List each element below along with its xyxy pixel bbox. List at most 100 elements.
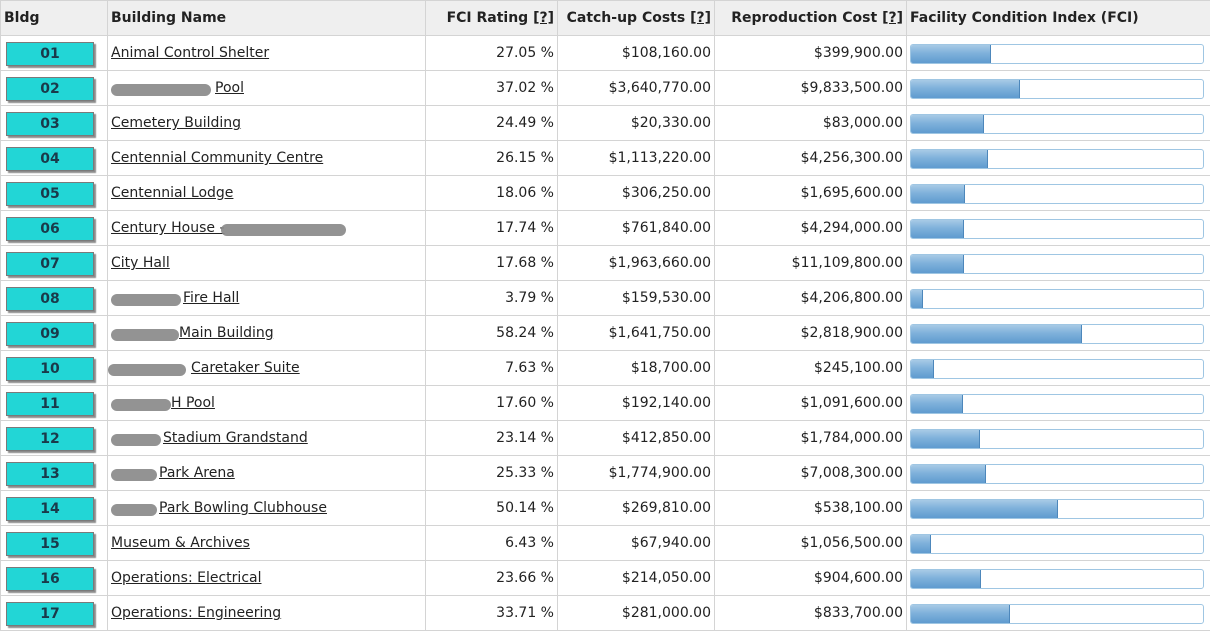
building-name-cell: Park Bowling Clubhouse [107,490,426,526]
bldg-number-button[interactable]: 15 [6,531,94,556]
fci-rating-value: 17.68 % [496,255,554,271]
bldg-cell: 05 [0,175,108,211]
catchup-cost-value: $20,330.00 [630,115,711,131]
fci-rating-cell: 18.06 % [425,175,558,211]
building-name-link[interactable]: Centennial Community Centre [111,150,324,166]
building-name-link[interactable]: Stadium Grandstand [163,430,308,446]
bldg-number-button[interactable]: 11 [6,391,94,416]
reproduction-cost-value: $4,294,000.00 [800,220,903,236]
catchup-cost-cell: $1,641,750.00 [557,315,715,351]
building-name-link[interactable]: Operations: Engineering [111,605,282,621]
fci-bar-cell [906,210,1210,246]
catchup-cost-value: $412,850.00 [621,430,711,446]
fci-bar-cell [906,315,1210,351]
reproduction-cost-cell: $245,100.00 [714,350,907,386]
fci-rating-cell: 17.68 % [425,245,558,281]
col-header-fci-index: Facility Condition Index (FCI) [906,0,1210,36]
col-header-bldg: Bldg [0,0,108,36]
building-name-link[interactable]: Park Arena [159,465,235,481]
bldg-number-button[interactable]: 05 [6,181,94,206]
catchup-cost-value: $67,940.00 [630,535,711,551]
reproduction-cost-help-link[interactable]: [?] [882,10,903,26]
fci-progress-bar [910,218,1204,239]
bldg-cell: 07 [0,245,108,281]
bldg-number-button[interactable]: 04 [6,146,94,171]
fci-rating-value: 25.33 % [496,465,554,481]
bldg-number-button[interactable]: 13 [6,461,94,486]
fci-progress-fill [911,359,935,378]
building-name-wrap: City Hall [111,255,170,271]
building-name-link[interactable]: Cemetery Building [111,115,242,131]
catchup-cost-cell: $192,140.00 [557,385,715,421]
building-name-cell: Centennial Community Centre [107,140,426,176]
bldg-number-button[interactable]: 02 [6,76,94,101]
building-name-link[interactable]: Animal Control Shelter [111,45,270,61]
fci-progress-fill [911,499,1059,518]
fci-rating-help-link[interactable]: [?] [533,10,554,26]
fci-bar-cell [906,175,1210,211]
building-name-wrap: Pool [111,80,244,96]
reproduction-cost-value: $904,600.00 [813,570,903,586]
fci-progress-fill [911,429,980,448]
building-name-link[interactable]: Fire Hall [183,290,240,306]
bldg-number-button[interactable]: 01 [6,41,94,66]
table-row: 12 Stadium Grandstand 23.14 % $412,850.00 $1… [0,420,1210,456]
building-name-link[interactable]: Pool [215,80,244,96]
bldg-number-button[interactable]: 12 [6,426,94,451]
building-name-link[interactable]: Century House - [111,220,225,236]
catchup-cost-cell: $761,840.00 [557,210,715,246]
building-name-wrap: H Pool [111,395,215,411]
building-name-wrap: Operations: Electrical [111,570,261,586]
reproduction-cost-cell: $1,784,000.00 [714,420,907,456]
fci-progress-bar [910,498,1204,519]
building-name-link[interactable]: Operations: Electrical [111,570,262,586]
fci-rating-cell: 50.14 % [425,490,558,526]
bldg-number-button[interactable]: 07 [6,251,94,276]
building-name-link[interactable]: City Hall [111,255,170,271]
table-row: 01 Animal Control Shelter 27.05 % $108,160.… [0,35,1210,71]
building-name-link[interactable]: Caretaker Suite [191,360,300,376]
fci-progress-fill [911,149,989,168]
bldg-number-button[interactable]: 08 [6,286,94,311]
fci-bar-cell [906,420,1210,456]
fci-bar-cell [906,350,1210,386]
catchup-costs-help-link[interactable]: [?] [690,10,711,26]
table-row: 03 Cemetery Building 24.49 % $20,330.00 $83,… [0,105,1210,141]
table-row: 08 Fire Hall 3.79 % $159,530.00 $4,206,800.0… [0,280,1210,316]
fci-progress-bar [910,603,1204,624]
building-name-cell: Main Building [107,315,426,351]
building-name-cell: Park Arena [107,455,426,491]
fci-progress-bar [910,253,1204,274]
building-name-wrap: Caretaker Suite [108,360,300,376]
table-row: 04 Centennial Community Centre 26.15 % $1,1… [0,140,1210,176]
bldg-number-button[interactable]: 17 [6,601,94,626]
bldg-cell: 16 [0,560,108,596]
building-name-wrap: Museum & Archives [111,535,250,551]
bldg-number-button[interactable]: 10 [6,356,94,381]
bldg-number-button[interactable]: 16 [6,566,94,591]
building-name-link[interactable]: Park Bowling Clubhouse [159,500,327,516]
building-name-link[interactable]: H Pool [171,395,215,411]
fci-rating-value: 37.02 % [496,80,554,96]
bldg-cell: 08 [0,280,108,316]
catchup-cost-cell: $159,530.00 [557,280,715,316]
building-name-link[interactable]: Museum & Archives [111,535,250,551]
fci-rating-value: 26.15 % [496,150,554,166]
fci-rating-cell: 23.66 % [425,560,558,596]
table-row: 10 Caretaker Suite 7.63 % $18,700.00 $245,10… [0,350,1210,386]
building-name-cell: Century House - [107,210,426,246]
building-name-link[interactable]: Main Building [179,325,274,341]
bldg-number-button[interactable]: 03 [6,111,94,136]
building-name-cell: Museum & Archives [107,525,426,561]
bldg-number-button[interactable]: 14 [6,496,94,521]
table-row: 02 Pool 37.02 % $3,640,770.00 $9,833,500.00 [0,70,1210,106]
fci-progress-bar [910,568,1204,589]
redaction-mark [111,399,171,411]
building-name-link[interactable]: Centennial Lodge [111,185,234,201]
redaction-mark [221,224,346,236]
bldg-number-button[interactable]: 09 [6,321,94,346]
bldg-cell: 11 [0,385,108,421]
bldg-number-button[interactable]: 06 [6,216,94,241]
fci-rating-value: 27.05 % [496,45,554,61]
catchup-cost-value: $306,250.00 [621,185,711,201]
